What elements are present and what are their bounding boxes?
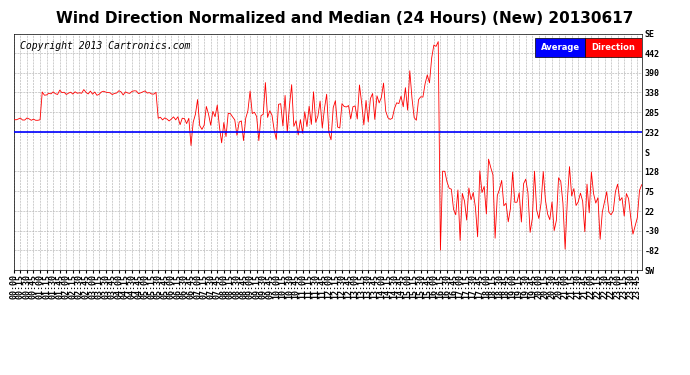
Text: Wind Direction Normalized and Median (24 Hours) (New) 20130617: Wind Direction Normalized and Median (24… [57,11,633,26]
FancyBboxPatch shape [585,39,642,57]
Text: Direction: Direction [591,44,635,52]
Text: Copyright 2013 Cartronics.com: Copyright 2013 Cartronics.com [20,41,190,51]
Text: Average: Average [540,44,580,52]
FancyBboxPatch shape [535,39,585,57]
